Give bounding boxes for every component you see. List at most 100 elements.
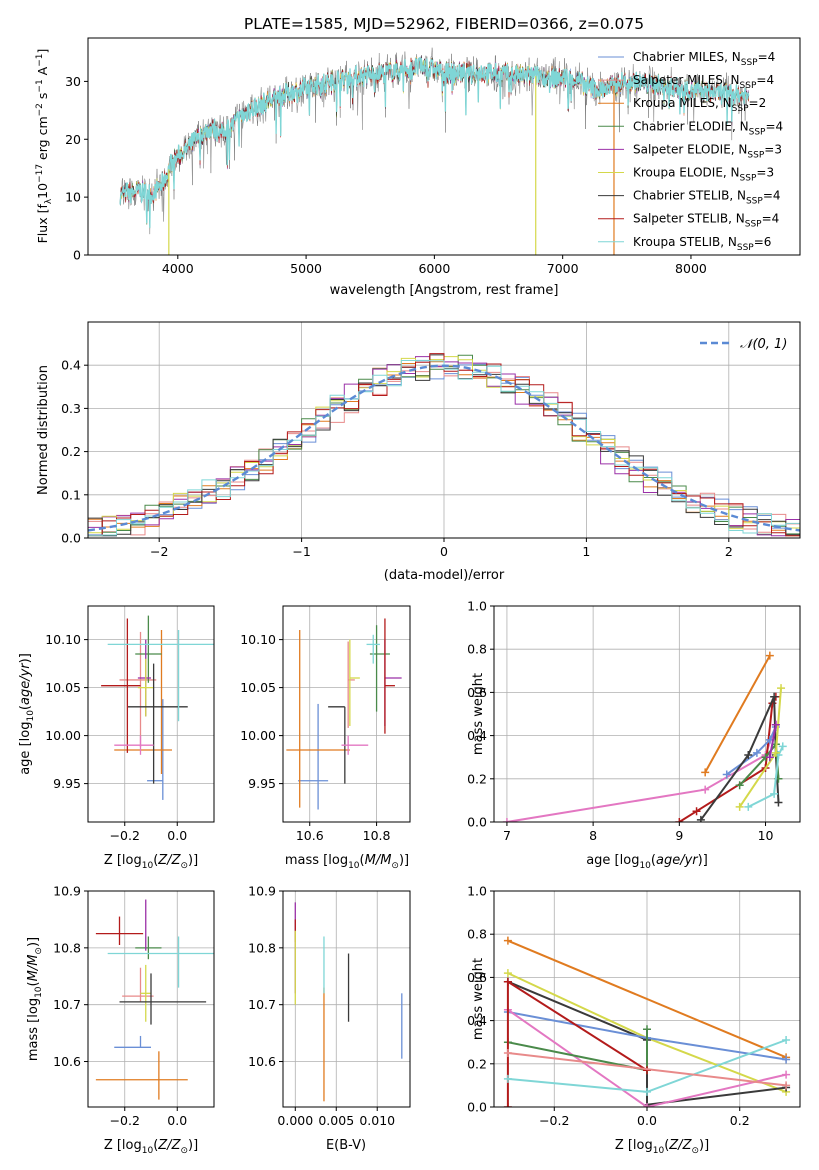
y-tick-label: 0.1 xyxy=(61,487,81,502)
plot-area xyxy=(294,902,403,1102)
y-tick-label: 0.4 xyxy=(467,1013,487,1028)
weight-marker xyxy=(643,1103,651,1107)
x-tick-label: 0 xyxy=(440,544,448,559)
plot-area xyxy=(95,899,214,1100)
plot-area xyxy=(503,936,791,1107)
weight-marker xyxy=(643,1025,651,1034)
weight-marker xyxy=(735,781,744,790)
weight-marker xyxy=(503,1049,512,1057)
legend-label: Kroupa STELIB, NSSP=6 xyxy=(633,235,771,253)
x-axis-label: Z [log10(Z/Z⊙)] xyxy=(104,1138,198,1156)
y-tick-label: 0.6 xyxy=(467,685,487,700)
weight-marker xyxy=(701,785,710,794)
weight-line xyxy=(507,939,787,1059)
axes-frame xyxy=(493,890,801,1108)
y-tick-label: 10.05 xyxy=(240,680,276,695)
weight-line xyxy=(678,696,777,822)
y-axis-label: mass [log10(M/M⊙)] xyxy=(26,937,44,1061)
y-tick-label: 20 xyxy=(65,132,81,147)
weight-marker xyxy=(696,815,705,822)
legend-label: Chabrier STELIB, NSSP=4 xyxy=(633,189,781,207)
y-tick-label: 10.00 xyxy=(45,728,81,743)
weight-vs-Z-axes: −0.2 0.0 0.2 0.0 0.2 0.4 0.6 0.8 1.0 mass weight Z… xyxy=(467,884,801,1156)
weight-marker xyxy=(701,768,710,777)
spectrum-model-line xyxy=(119,56,750,228)
x-axis-label: age [log10(age/yr)] xyxy=(586,853,708,871)
legend-label: Chabrier ELODIE, NSSP=4 xyxy=(633,119,783,137)
legend-label: Salpeter ELODIE, NSSP=3 xyxy=(633,142,782,160)
legend-label: Salpeter MILES, NSSP=4 xyxy=(633,73,774,91)
weight-line xyxy=(507,1008,787,1107)
x-tick-label: 8000 xyxy=(675,261,707,276)
gaussian-curve xyxy=(88,364,800,532)
mass-vs-EBV-axes: 0.000 0.005 0.010 10.6 10.7 10.8 10.9 E(B-V) xyxy=(248,884,411,1153)
spectrum-axes: 4000 5000 6000 7000 8000 0 10 20 30 wavelength [A… xyxy=(35,37,801,298)
x-tick-label: −0.2 xyxy=(110,828,140,843)
x-tick-label: 10 xyxy=(758,828,774,843)
weight-marker xyxy=(675,818,684,822)
y-tick-label: 1.0 xyxy=(467,884,487,899)
y-tick-label: 0.8 xyxy=(467,927,487,942)
legend-label: Chabrier MILES, NSSP=4 xyxy=(633,50,775,68)
spectrum-data-line xyxy=(120,47,749,235)
figure-title: PLATE=1585, MJD=52962, FIBERID=0366, z=0… xyxy=(244,15,644,33)
y-tick-label: 0.0 xyxy=(61,531,81,546)
weight-marker xyxy=(774,798,783,807)
x-tick-label: −0.2 xyxy=(110,1113,140,1128)
weight-marker xyxy=(503,1074,512,1083)
y-tick-label: 0.2 xyxy=(467,1056,487,1071)
weight-marker xyxy=(765,753,774,762)
y-tick-label: 10.6 xyxy=(248,1054,276,1069)
legend-label: Kroupa ELODIE, NSSP=3 xyxy=(633,166,774,184)
y-tick-label: 0.0 xyxy=(467,815,487,830)
x-axis-label: mass [log10(M/M⊙)] xyxy=(285,853,409,871)
legend: Chabrier MILES, NSSP=4 Salpeter MILES, NS… xyxy=(598,50,783,253)
y-tick-label: 10.7 xyxy=(248,997,276,1012)
axes-frame xyxy=(282,890,411,1108)
x-tick-label: 7000 xyxy=(547,261,579,276)
y-tick-label: 9.95 xyxy=(53,776,81,791)
weight-marker xyxy=(722,770,731,779)
weight-marker xyxy=(744,751,753,760)
y-tick-label: 1.0 xyxy=(467,599,487,614)
x-axis-label: Z [log10(Z/Z⊙)] xyxy=(615,1138,709,1156)
axes-frame xyxy=(87,321,801,539)
weight-marker xyxy=(752,748,761,757)
y-tick-label: 10.8 xyxy=(53,940,81,955)
weight-marker xyxy=(744,802,753,811)
plot-area xyxy=(502,651,787,822)
weight-marker xyxy=(502,818,511,822)
weight-marker xyxy=(503,977,512,986)
x-tick-label: 0.0 xyxy=(167,828,187,843)
x-axis-label: (data-model)/error xyxy=(384,568,505,583)
y-tick-label: 0.4 xyxy=(467,728,487,743)
y-tick-label: 0.6 xyxy=(467,970,487,985)
axes-frame xyxy=(87,37,801,256)
x-tick-label: −0.2 xyxy=(539,1113,569,1128)
y-tick-label: 10.6 xyxy=(53,1054,81,1069)
y-tick-label: 10.10 xyxy=(45,632,81,647)
y-tick-label: 0.3 xyxy=(61,401,81,416)
y-tick-label: 10.7 xyxy=(53,997,81,1012)
axes-frame xyxy=(493,605,801,823)
x-tick-label: 0.0 xyxy=(167,1113,187,1128)
weight-marker xyxy=(692,807,701,816)
y-axis-label: Flux [fλ10−17 erg cm−2 s−1 A−1] xyxy=(35,49,54,244)
weight-marker xyxy=(782,1036,791,1045)
age-vs-Z-axes: −0.2 0.0 9.95 10.00 10.05 10.10 Z [log10(Z/Z⊙)… xyxy=(18,605,215,871)
axes-frame xyxy=(87,605,215,823)
plot-area xyxy=(101,615,214,800)
y-tick-label: 0.0 xyxy=(467,1100,487,1115)
weight-marker xyxy=(770,789,779,798)
x-tick-label: 10.6 xyxy=(296,828,324,843)
x-axis-label: wavelength [Angstrom, rest frame] xyxy=(330,283,559,298)
weight-marker xyxy=(643,1087,651,1096)
x-tick-label: 0.2 xyxy=(730,1113,750,1128)
plot-area xyxy=(88,353,800,537)
x-tick-label: 0.000 xyxy=(277,1113,313,1128)
weight-marker xyxy=(503,969,512,978)
weight-marker xyxy=(777,684,786,693)
y-axis-label: Normed distribution xyxy=(36,365,51,495)
y-tick-label: 9.95 xyxy=(248,776,276,791)
